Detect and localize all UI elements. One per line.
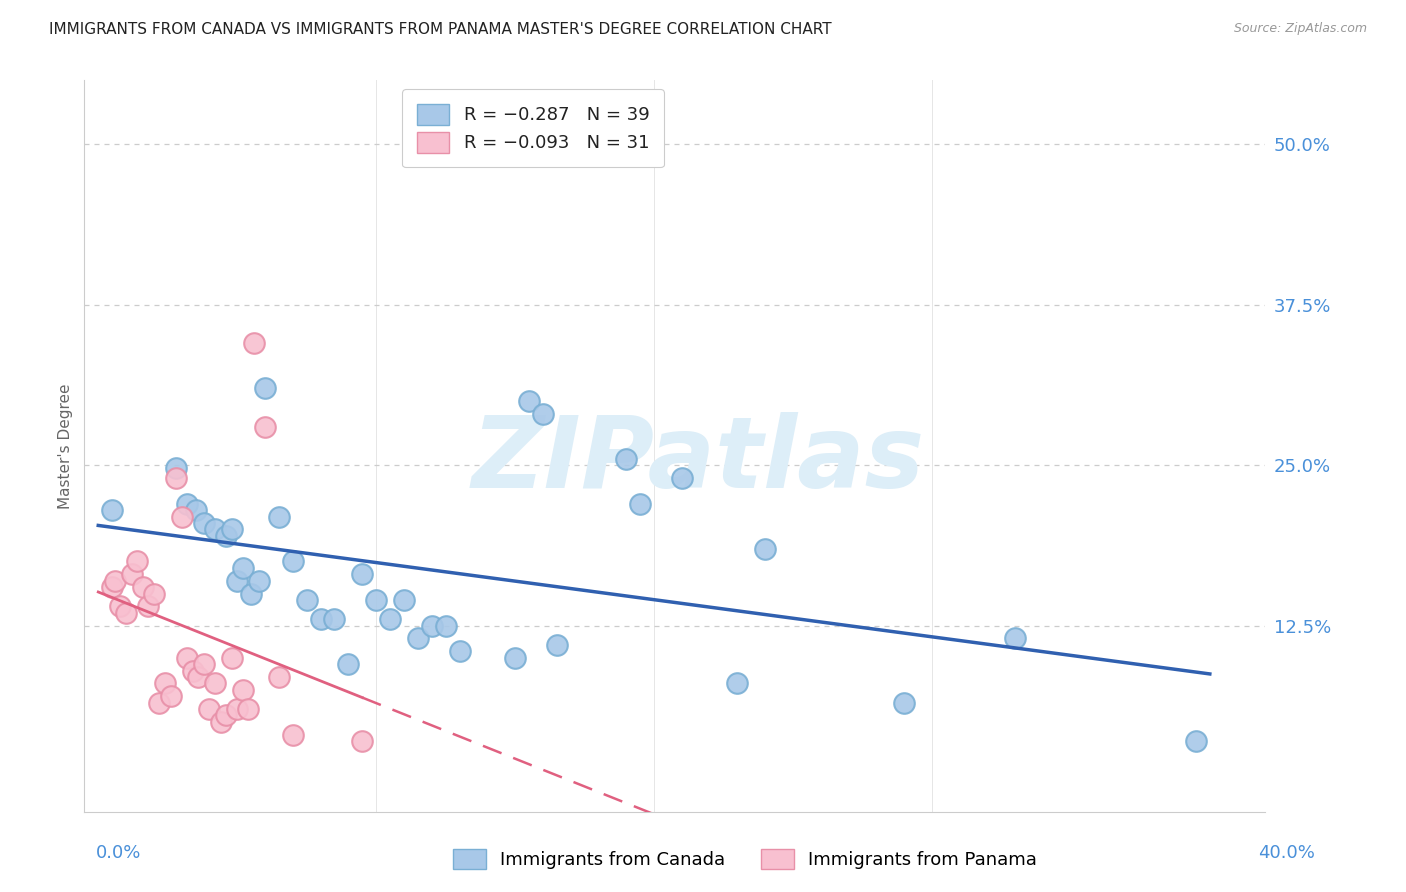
Point	[181, 664, 204, 678]
Legend: Immigrants from Canada, Immigrants from Panama: Immigrants from Canada, Immigrants from …	[444, 839, 1046, 879]
Point	[725, 676, 748, 690]
Point	[267, 509, 290, 524]
Point	[204, 523, 226, 537]
Point	[232, 561, 254, 575]
Point	[546, 638, 568, 652]
Point	[142, 586, 165, 600]
Point	[226, 574, 249, 588]
Point	[176, 497, 198, 511]
Point	[209, 714, 232, 729]
Text: 40.0%: 40.0%	[1258, 844, 1315, 862]
Point	[215, 529, 238, 543]
Point	[221, 650, 243, 665]
Text: 0.0%: 0.0%	[96, 844, 141, 862]
Point	[198, 702, 221, 716]
Point	[101, 503, 124, 517]
Point	[420, 618, 443, 632]
Point	[614, 451, 637, 466]
Point	[243, 336, 266, 351]
Point	[115, 606, 138, 620]
Point	[352, 734, 374, 748]
Point	[165, 471, 187, 485]
Text: Source: ZipAtlas.com: Source: ZipAtlas.com	[1233, 22, 1367, 36]
Text: ZIPatlas: ZIPatlas	[472, 412, 925, 509]
Point	[323, 612, 346, 626]
Point	[449, 644, 471, 658]
Point	[1004, 632, 1026, 646]
Point	[754, 541, 776, 556]
Point	[309, 612, 332, 626]
Point	[295, 593, 318, 607]
Point	[281, 554, 304, 568]
Point	[1185, 734, 1208, 748]
Y-axis label: Master's Degree: Master's Degree	[58, 384, 73, 508]
Point	[104, 574, 127, 588]
Point	[238, 702, 260, 716]
Point	[127, 554, 149, 568]
Point	[193, 657, 215, 672]
Point	[215, 708, 238, 723]
Point	[628, 497, 651, 511]
Point	[187, 670, 209, 684]
Point	[170, 509, 193, 524]
Point	[337, 657, 360, 672]
Point	[101, 580, 124, 594]
Point	[148, 696, 170, 710]
Text: IMMIGRANTS FROM CANADA VS IMMIGRANTS FROM PANAMA MASTER'S DEGREE CORRELATION CHA: IMMIGRANTS FROM CANADA VS IMMIGRANTS FRO…	[49, 22, 832, 37]
Point	[253, 381, 276, 395]
Point	[136, 599, 159, 614]
Point	[671, 471, 693, 485]
Point	[434, 618, 457, 632]
Point	[392, 593, 415, 607]
Point	[267, 670, 290, 684]
Legend: R = −0.287   N = 39, R = −0.093   N = 31: R = −0.287 N = 39, R = −0.093 N = 31	[402, 89, 664, 167]
Point	[132, 580, 155, 594]
Point	[893, 696, 915, 710]
Point	[503, 650, 526, 665]
Point	[153, 676, 176, 690]
Point	[240, 586, 263, 600]
Point	[159, 690, 181, 704]
Point	[352, 567, 374, 582]
Point	[226, 702, 249, 716]
Point	[531, 407, 554, 421]
Point	[121, 567, 143, 582]
Point	[176, 650, 198, 665]
Point	[110, 599, 132, 614]
Point	[253, 419, 276, 434]
Point	[193, 516, 215, 530]
Point	[221, 523, 243, 537]
Point	[165, 460, 187, 475]
Point	[378, 612, 401, 626]
Point	[249, 574, 271, 588]
Point	[281, 728, 304, 742]
Point	[366, 593, 388, 607]
Point	[517, 394, 540, 409]
Point	[184, 503, 207, 517]
Point	[204, 676, 226, 690]
Point	[406, 632, 429, 646]
Point	[232, 682, 254, 697]
